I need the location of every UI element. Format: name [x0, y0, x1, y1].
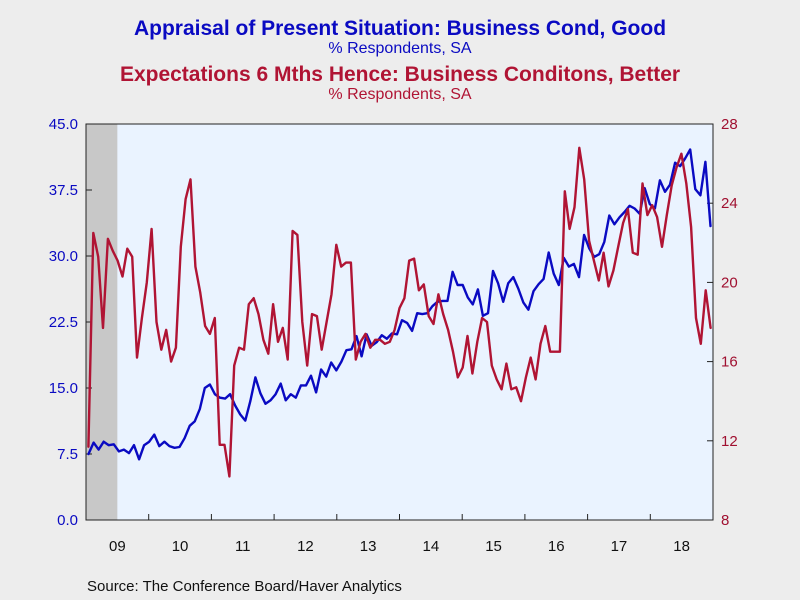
x-axis-tick-label: 13 [360, 538, 377, 555]
right-axis-tick-label: 16 [721, 354, 738, 371]
left-axis-tick-label: 45.0 [49, 116, 78, 133]
x-axis-tick-label: 09 [109, 538, 126, 555]
left-axis-tick-label: 7.5 [57, 446, 78, 463]
left-axis-tick-label: 15.0 [49, 380, 78, 397]
left-axis-tick-label: 30.0 [49, 248, 78, 265]
x-axis-tick-label: 16 [548, 538, 565, 555]
right-axis-tick-label: 28 [721, 116, 738, 133]
left-axis-tick-label: 37.5 [49, 182, 78, 199]
left-axis-tick-label: 0.0 [57, 512, 78, 529]
x-axis-tick-label: 12 [297, 538, 314, 555]
right-axis-tick-label: 8 [721, 512, 729, 529]
chart-subtitle-series1: % Respondents, SA [328, 40, 472, 57]
left-axis: 0.0 7.5 15.0 22.5 30.0 37.5 45.0 [49, 116, 92, 529]
chart-title-series1: Appraisal of Present Situation: Business… [133, 17, 667, 40]
chart-subtitle-series2: % Respondents, SA [328, 86, 472, 103]
plot-frame [85, 123, 714, 521]
left-axis-tick-label: 22.5 [49, 314, 78, 331]
x-axis: 09 10 11 12 13 14 15 16 17 18 [109, 514, 690, 555]
x-axis-tick-label: 11 [235, 538, 251, 555]
right-axis-tick-label: 20 [721, 274, 738, 291]
x-axis-tick-label: 18 [673, 538, 690, 555]
chart-title-series2: Expectations 6 Mths Hence: Business Cond… [119, 63, 681, 86]
source-note: Source: The Conference Board/Haver Analy… [87, 578, 402, 595]
x-axis-tick-label: 10 [172, 538, 189, 555]
x-axis-tick-label: 15 [485, 538, 502, 555]
series-expectations-line [87, 146, 712, 478]
right-axis-tick-label: 12 [721, 433, 738, 450]
plot-area [86, 124, 713, 520]
x-axis-tick-label: 17 [611, 538, 628, 555]
series-present-situation-line [87, 148, 712, 461]
x-axis-tick-label: 14 [423, 538, 440, 555]
right-axis-tick-label: 24 [721, 195, 738, 212]
series-lines [87, 146, 712, 478]
